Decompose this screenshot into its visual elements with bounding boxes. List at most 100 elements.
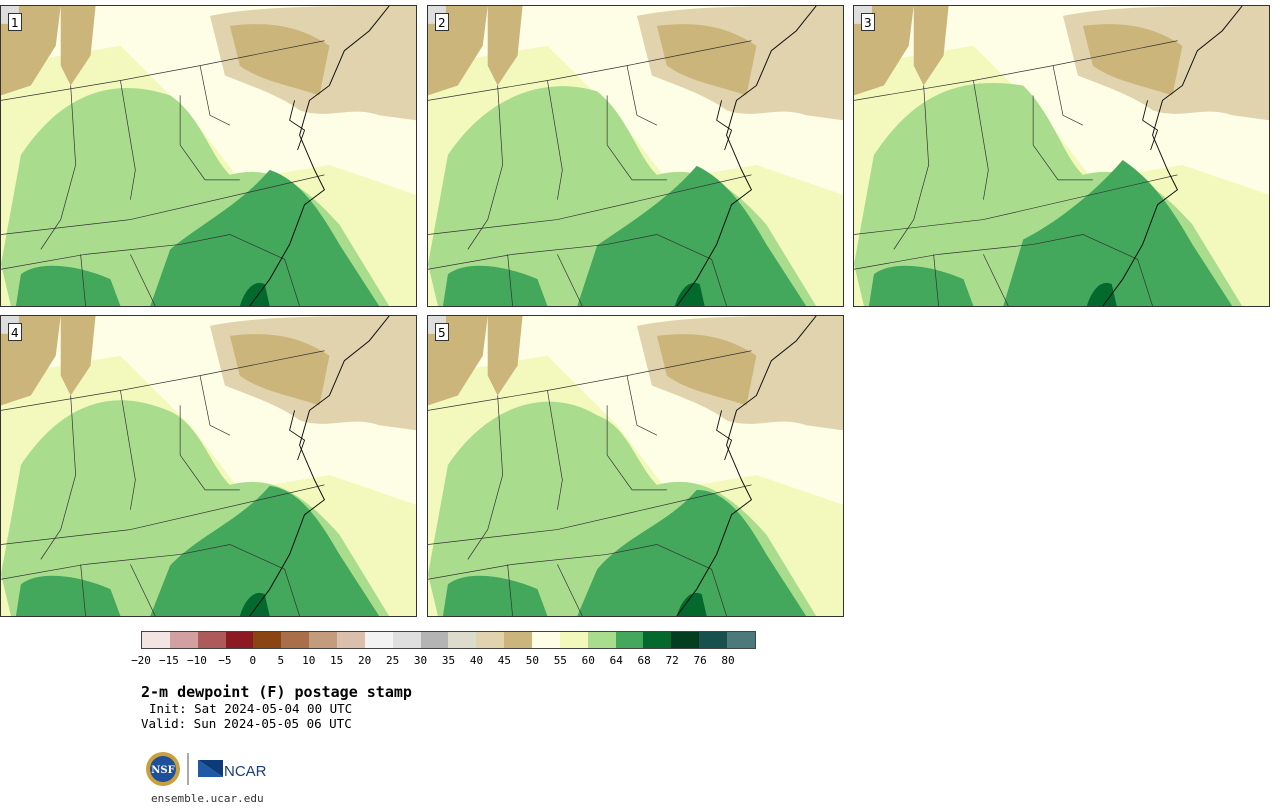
map-panel-1: 1 [0,5,417,307]
coastline [249,316,390,616]
colorbar-swatch [643,632,672,648]
chesapeake-coastline [289,410,306,461]
colorbar-tick-label: −20 [131,654,151,667]
colorbar-swatch [364,632,393,648]
state-border [606,405,667,491]
init-time: Init: Sat 2024-05-04 00 UTC [149,701,353,716]
state-border [130,564,156,616]
colorbar-tick-label: 25 [385,654,400,667]
colorbar-swatch [476,632,505,648]
dry-region-appalachian [656,334,757,406]
panel-label: 5 [435,323,449,341]
dry-region-lake-michigan [487,316,523,396]
very-humid-pocket [676,592,707,616]
state-border [199,375,231,436]
state-border [1082,234,1153,306]
colorbar-swatch [587,632,616,648]
colorbar-tick-label: 40 [469,654,484,667]
state-border [428,484,752,545]
state-border [40,85,76,250]
state-border [1,40,325,101]
state-border [428,350,752,411]
colorbar-tick-label: −15 [159,654,179,667]
humid-dewpoint-region [150,169,380,306]
colorbar-tick-label: 45 [497,654,512,667]
coastline [249,6,390,306]
dry-region-lake-michigan [60,6,96,86]
colorbar-tick-label: 0 [249,654,257,667]
dewpoint-map-2 [428,6,843,306]
colorbar-swatch [169,632,198,648]
dewpoint-map-3 [854,6,1269,306]
plot-title: 2-m dewpoint (F) postage stamp [141,683,412,701]
dry-region-lake-michigan [60,316,96,396]
very-humid-pocket [674,282,705,306]
colorbar-swatch [337,632,365,648]
state-border [656,234,727,306]
state-border [229,234,300,306]
state-border [507,564,513,616]
logos: NSF NCAR [146,752,267,786]
chesapeake-coastline [716,100,733,151]
state-border [656,544,727,616]
state-border [199,65,231,126]
colorbar-swatch [504,632,533,648]
humid-dewpoint-region-west [442,575,548,616]
state-border [893,85,929,250]
colorbar-tick-label: 50 [525,654,539,667]
coastline [676,316,817,616]
chesapeake-coastline [716,410,733,461]
state-border [467,85,503,250]
state-border [179,95,240,181]
colorbar-tick-label: 80 [721,654,735,667]
dry-region-appalachian [656,24,757,96]
state-border [1032,95,1093,181]
valid-time: Valid: Sun 2024-05-05 06 UTC [141,716,352,731]
state-border [1,544,230,580]
colorbar-swatch [420,632,449,648]
colorbar-swatch [699,632,728,648]
humid-dewpoint-region-west [868,265,974,306]
dry-region-lake-michigan [487,6,523,86]
colorbar-swatch [532,632,560,648]
ncar-logo-text: NCAR [224,763,267,780]
colorbar-tick-label: −10 [186,654,207,667]
state-border [80,254,86,306]
state-border [507,254,513,306]
state-border [854,40,1178,101]
panel-label: 1 [8,13,22,31]
state-border [626,375,658,436]
colorbar-swatch [671,632,700,648]
chesapeake-coastline [1142,100,1159,151]
ncar-logo-icon: NCAR [198,760,267,780]
colorbar-tick-label: 35 [441,654,456,667]
state-border [80,564,86,616]
colorbar-swatch [448,632,477,648]
dewpoint-map-1 [1,6,416,306]
state-border [428,174,752,235]
state-border [1,234,230,270]
dewpoint-map-5 [428,316,843,616]
colorbar-tick-label: 55 [553,654,567,667]
humid-dewpoint-region [577,489,807,616]
state-border [40,395,76,560]
state-border [606,95,667,181]
panel-label: 3 [861,13,875,31]
very-humid-pocket [1086,282,1117,306]
colorbar-swatch [197,632,226,648]
colorbar-swatch [727,632,755,648]
state-border [854,174,1178,235]
colorbar-tick-label: −5 [218,654,232,667]
colorbar-tick-label: 68 [637,654,651,667]
colorbar-tick-label: 64 [609,654,623,667]
coastline [676,6,817,306]
dry-region-lake-michigan [913,6,949,86]
humid-dewpoint-region [577,165,807,306]
colorbar-swatch [392,632,421,648]
nsf-logo-text: NSF [151,765,174,776]
state-border [854,234,1083,270]
state-border [229,544,300,616]
state-border [557,564,583,616]
humid-dewpoint-region [1003,159,1233,306]
state-border [1,484,325,545]
